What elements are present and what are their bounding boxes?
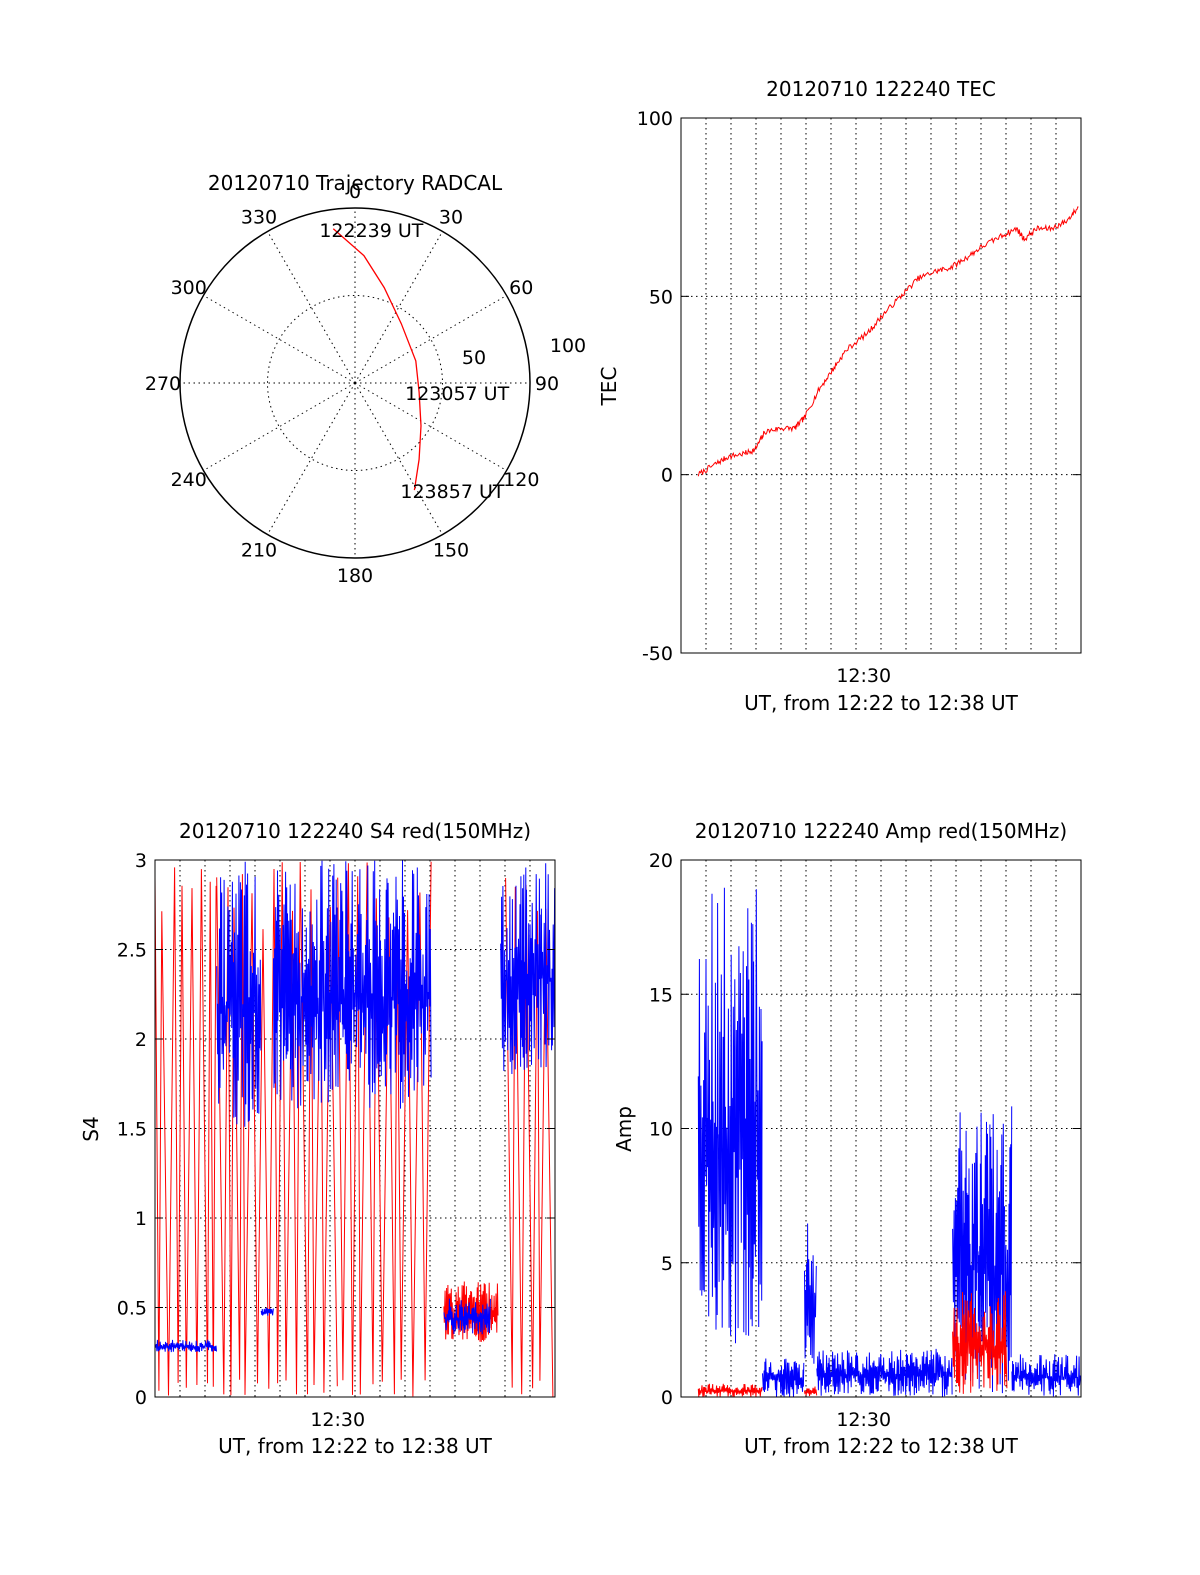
series-segment: [216, 861, 262, 1127]
amp-ytick-label: 20: [649, 850, 673, 872]
series-segment: [154, 867, 217, 1396]
polar-spoke-30: [354, 231, 443, 384]
tec-xlabel: UT, from 12:22 to 12:38 UT: [744, 691, 1019, 715]
s4-x-ticks: 12:30: [310, 1409, 365, 1431]
series-segment: [260, 1307, 274, 1316]
series-segment: [337, 861, 432, 1397]
tec-x-ticks: 12:30: [836, 665, 891, 687]
trajectory-time-label: 122239 UT: [319, 220, 423, 242]
series-segment: [1011, 1354, 1082, 1397]
s4-ytick-label: 0.5: [117, 1298, 147, 1320]
s4-panel: 20120710 122240 S4 red(150MHz) 0 0.5 1 1.5 2…: [79, 819, 556, 1458]
polar-spoke-300: [203, 295, 356, 384]
amp-x-ticks: 12:30: [836, 1409, 891, 1431]
s4-ytick-label: 1.5: [117, 1119, 147, 1141]
series-segment: [697, 887, 763, 1344]
polar-angle-label: 60: [509, 277, 533, 299]
amp-xlabel: UT, from 12:22 to 12:38 UT: [744, 1434, 1019, 1458]
s4-ylabel: S4: [79, 1116, 103, 1141]
s4-xtick-label: 12:30: [310, 1409, 365, 1431]
polar-angle-label: 300: [171, 277, 207, 299]
polar-trajectory-series: [332, 228, 422, 491]
tec-grid: [681, 118, 1081, 653]
series-segment: [816, 1348, 953, 1398]
amp-ytick-label: 15: [649, 984, 673, 1006]
trajectory-polar-panel: 20120710 Trajectory RADCAL 0 30 60 90 120 150…: [145, 171, 586, 587]
polar-spoke-210: [267, 382, 356, 535]
series-segment: [505, 877, 554, 1397]
polar-angle-labels: 0 30 60 90 120 150 180 210 240 270 300 330: [145, 181, 559, 587]
amp-ylabel: Amp: [612, 1106, 636, 1152]
series-segment: [273, 860, 432, 1109]
polar-radial-labels: 50 100: [462, 335, 586, 369]
s4-ytick-label: 2: [135, 1029, 147, 1051]
polar-angle-label: 180: [337, 565, 373, 587]
s4-plot-area: [154, 860, 556, 1397]
amp-plot-area: [697, 887, 1082, 1398]
trajectory-time-label: 123057 UT: [405, 383, 509, 405]
amp-panel: 20120710 122240 Amp red(150MHz) 0 5 10 15 20…: [612, 819, 1082, 1458]
amp-ytick-label: 10: [649, 1119, 673, 1141]
polar-title: 20120710 Trajectory RADCAL: [208, 171, 503, 195]
series-segment: [804, 1223, 817, 1364]
polar-annotations: 122239 UT 123057 UT 123857 UT: [319, 220, 509, 503]
polar-radial-label: 50: [462, 347, 486, 369]
series-segment: [1004, 1106, 1013, 1381]
amp-title: 20120710 122240 Amp red(150MHz): [695, 819, 1067, 843]
s4-title: 20120710 122240 S4 red(150MHz): [179, 819, 531, 843]
tec-frame: [680, 117, 1082, 654]
series-segment: [697, 1383, 763, 1397]
series-segment: [952, 1291, 1008, 1394]
polar-spoke-240: [203, 382, 356, 471]
s4-xlabel: UT, from 12:22 to 12:38 UT: [218, 1434, 493, 1458]
polar-ring-50: [267, 295, 443, 471]
polar-spoke-120: [354, 382, 507, 471]
s4-ytick-label: 2.5: [117, 940, 147, 962]
amp-xtick-label: 12:30: [836, 1409, 891, 1431]
polar-angle-label: 210: [241, 539, 277, 561]
polar-angle-label: 330: [241, 207, 277, 229]
polar-angle-label: 150: [433, 539, 469, 561]
series-segment: [154, 1339, 217, 1353]
polar-angle-label: 270: [145, 373, 181, 395]
tec-plot-area: [697, 206, 1079, 477]
s4-y-ticks: 0 0.5 1 1.5 2 2.5 3: [117, 850, 555, 1409]
tec-ytick-label: -50: [642, 643, 673, 665]
trajectory-line: [332, 228, 422, 491]
tec-series-line: [697, 206, 1079, 477]
polar-angle-label: 90: [535, 373, 559, 395]
polar-angle-label: 120: [503, 469, 539, 491]
tec-y-ticks: -50 0 50 100: [637, 108, 1081, 665]
polar-spoke-150: [354, 382, 443, 535]
tec-panel: 20120710 122240 TEC -50 0 50 100 12:30 UT, …: [597, 77, 1082, 715]
series-segment: [500, 863, 556, 1075]
tec-xtick-label: 12:30: [836, 665, 891, 687]
tec-ytick-label: 50: [649, 286, 673, 308]
series-segment: [443, 1298, 491, 1335]
polar-angle-label: 30: [439, 207, 463, 229]
polar-spoke-60: [354, 295, 507, 384]
tec-title: 20120710 122240 TEC: [766, 77, 996, 101]
polar-angle-label: 0: [349, 181, 361, 203]
s4-ytick-label: 1: [135, 1208, 147, 1230]
tec-ytick-label: 0: [661, 465, 673, 487]
series-segment: [804, 1386, 818, 1397]
polar-angle-label: 240: [171, 469, 207, 491]
polar-radial-label: 100: [550, 335, 586, 357]
amp-ytick-label: 5: [661, 1253, 673, 1275]
polar-outer-circle: [179, 207, 531, 559]
tec-ylabel: TEC: [597, 367, 621, 407]
polar-spoke-330: [267, 231, 356, 384]
s4-ytick-label: 0: [135, 1387, 147, 1409]
polar-grid: [179, 207, 531, 559]
amp-y-ticks: 0 5 10 15 20: [649, 850, 1081, 1409]
tec-ytick-label: 100: [637, 108, 673, 130]
amp-grid: [681, 860, 1081, 1397]
trajectory-time-label: 123857 UT: [400, 481, 504, 503]
amp-ytick-label: 0: [661, 1387, 673, 1409]
s4-ytick-label: 3: [135, 850, 147, 872]
series-segment: [762, 1358, 805, 1398]
